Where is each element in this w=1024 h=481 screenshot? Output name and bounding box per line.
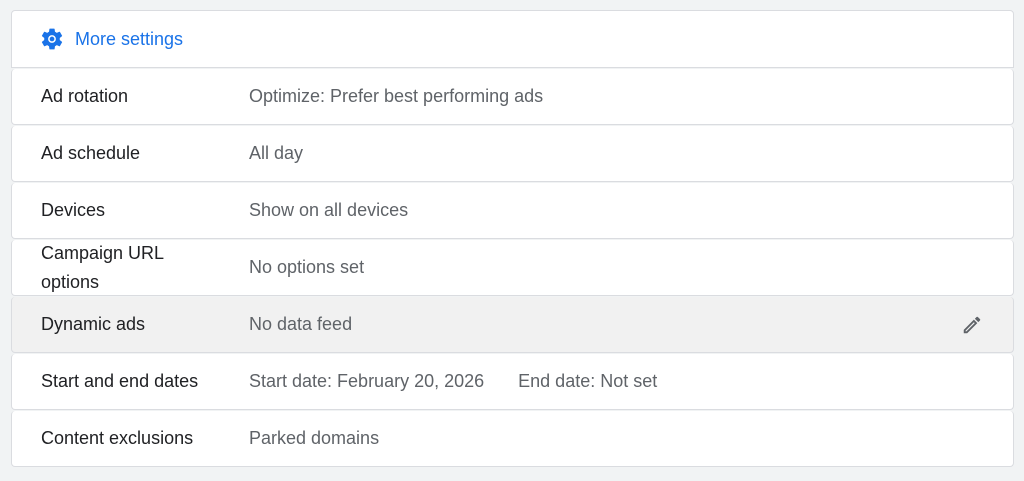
end-date-value: End date: Not set <box>518 371 658 391</box>
pencil-icon[interactable] <box>961 314 983 336</box>
more-settings-toggle[interactable]: More settings <box>11 10 1014 68</box>
more-settings-card: More settings Ad rotation Optimize: Pref… <box>11 10 1014 467</box>
setting-label: Campaign URL options <box>41 242 164 292</box>
setting-row-ad-schedule[interactable]: Ad schedule All day <box>11 126 1014 182</box>
setting-row-start-end-dates[interactable]: Start and end dates Start date: February… <box>11 354 1014 410</box>
setting-value: Optimize: Prefer best performing ads <box>249 86 544 106</box>
setting-value: All day <box>249 143 304 163</box>
setting-label: Start and end dates <box>41 371 199 391</box>
setting-label: Content exclusions <box>41 428 194 448</box>
setting-label: Ad schedule <box>41 143 141 163</box>
setting-row-content-exclusions[interactable]: Content exclusions Parked domains <box>11 411 1014 467</box>
setting-value: No data feed <box>249 314 353 334</box>
setting-label: Ad rotation <box>41 86 129 106</box>
setting-row-campaign-url-options[interactable]: Campaign URL options No options set <box>11 240 1014 296</box>
setting-row-dynamic-ads[interactable]: Dynamic ads No data feed <box>11 297 1014 353</box>
setting-row-ad-rotation[interactable]: Ad rotation Optimize: Prefer best perfor… <box>11 69 1014 125</box>
more-settings-title: More settings <box>75 28 184 49</box>
setting-value: No options set <box>249 257 365 277</box>
setting-row-devices[interactable]: Devices Show on all devices <box>11 183 1014 239</box>
setting-value: Parked domains <box>249 428 380 448</box>
start-date-value: Start date: February 20, 2026 <box>249 371 485 391</box>
setting-value: Show on all devices <box>249 200 409 220</box>
gear-icon <box>41 28 63 50</box>
setting-label: Devices <box>41 200 106 220</box>
setting-label: Dynamic ads <box>41 314 146 334</box>
